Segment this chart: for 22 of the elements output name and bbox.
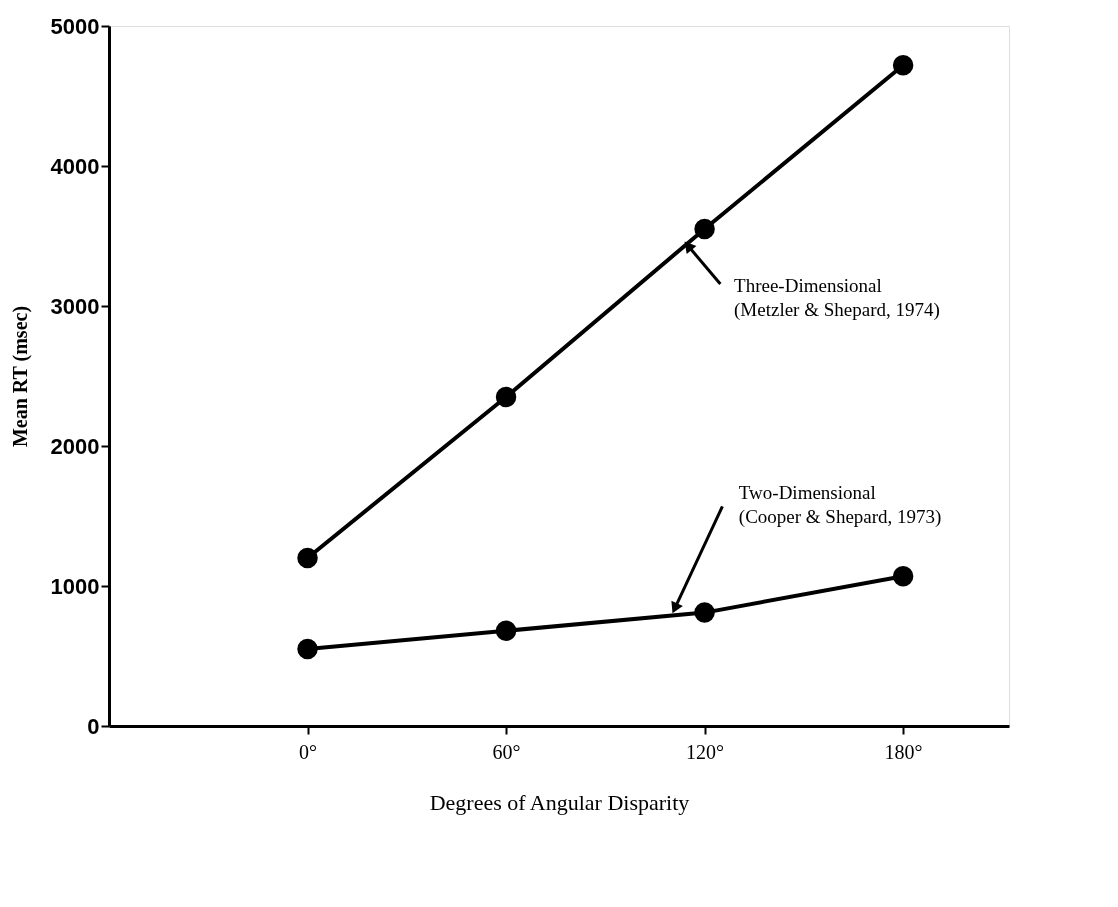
y-tick-label: 3000 (50, 293, 100, 319)
y-axis-title: Mean RT (msec) (8, 305, 32, 448)
y-tick-label: 0 (87, 713, 100, 739)
annotation: Three-Dimensional (Metzler & Shepard, 1974) (734, 274, 940, 321)
point (694, 602, 715, 623)
x-tick-label: 60° (492, 740, 521, 763)
point (297, 547, 318, 569)
y-tick-label: 1000 (50, 573, 100, 599)
annotation: Two-Dimensional (Cooper & Shepard, 1973) (738, 482, 942, 529)
x-axis-title: Degrees of Angular Disparity (429, 789, 690, 815)
point (495, 620, 517, 642)
point (694, 218, 715, 240)
point (892, 54, 914, 76)
point (892, 565, 914, 587)
point (297, 638, 318, 660)
y-tick-label: 4000 (50, 153, 100, 179)
y-tick-label: 5000 (50, 13, 100, 39)
x-tick-label: 120° (686, 740, 725, 763)
x-tick-label: 180° (884, 740, 923, 763)
x-tick-label: 0° (299, 740, 318, 763)
point (495, 386, 517, 408)
y-tick-label: 2000 (50, 433, 100, 459)
